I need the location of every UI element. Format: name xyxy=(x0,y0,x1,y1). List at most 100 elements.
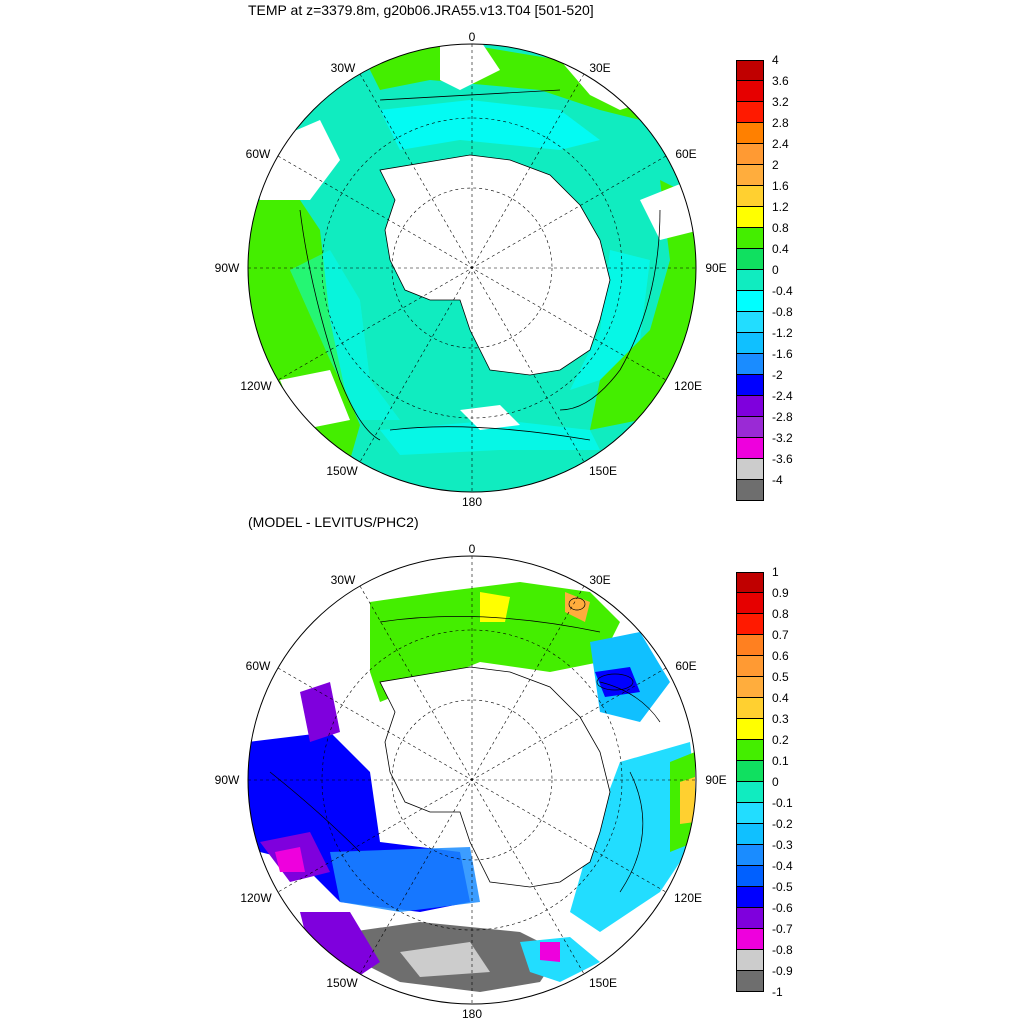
top-colorbar-label: 0 xyxy=(772,263,779,277)
top-lon-label-90e: 90E xyxy=(705,261,726,275)
top-colorbar-label: 0.8 xyxy=(772,221,789,235)
bottom-colorbar-swatch xyxy=(736,929,764,950)
top-colorbar-swatch xyxy=(736,438,764,459)
top-colorbar-label: 1.6 xyxy=(772,179,789,193)
bottom-colorbar-label: -0.6 xyxy=(772,901,793,915)
bottom-lon-label-0: 0 xyxy=(469,542,476,556)
bottom-colorbar-label: 0.1 xyxy=(772,754,789,768)
top-colorbar-swatch xyxy=(736,228,764,249)
bottom-colorbar-swatch xyxy=(736,761,764,782)
bottom-lon-label-30e: 30E xyxy=(589,573,610,587)
top-colorbar-swatch xyxy=(736,186,764,207)
top-colorbar-label: 2 xyxy=(772,158,779,172)
top-colorbar-label: -4 xyxy=(772,473,783,487)
bottom-colorbar-swatch xyxy=(736,908,764,929)
bottom-lon-label-150w: 150W xyxy=(326,976,358,990)
top-map-field xyxy=(248,44,696,492)
bottom-colorbar-label: -0.4 xyxy=(772,859,793,873)
top-colorbar-swatch xyxy=(736,312,764,333)
top-lon-label-180: 180 xyxy=(462,495,482,509)
bottom-colorbar-label: -0.5 xyxy=(772,880,793,894)
top-colorbar-label: 2.8 xyxy=(772,116,789,130)
top-colorbar-label: 0.4 xyxy=(772,242,789,256)
top-lon-label-150e: 150E xyxy=(589,464,617,478)
bottom-colorbar-label: -0.9 xyxy=(772,964,793,978)
top-colorbar-swatch xyxy=(736,81,764,102)
top-colorbar-label: -0.8 xyxy=(772,305,793,319)
top-lon-label-120w: 120W xyxy=(240,379,272,393)
top-colorbar-swatch xyxy=(736,249,764,270)
top-colorbar-swatch xyxy=(736,354,764,375)
bottom-colorbar-swatch xyxy=(736,572,764,593)
top-colorbar-label: -1.2 xyxy=(772,326,793,340)
top-colorbar-label: 4 xyxy=(772,53,779,67)
bottom-colorbar-label: 0.3 xyxy=(772,712,789,726)
bottom-map-border xyxy=(247,555,697,1005)
top-map-title: TEMP at z=3379.8m, g20b06.JRA55.v13.T04 … xyxy=(248,2,594,18)
top-antarctica-land xyxy=(379,154,611,376)
top-colorbar xyxy=(736,60,764,501)
top-lon-label-0: 0 xyxy=(469,30,476,44)
top-colorbar-label: -3.2 xyxy=(772,431,793,445)
top-colorbar-label: -2.4 xyxy=(772,389,793,403)
bottom-colorbar-label: -0.7 xyxy=(772,922,793,936)
bottom-colorbar xyxy=(736,572,764,992)
bottom-antarctica-land xyxy=(379,666,611,888)
top-colorbar-swatch xyxy=(736,291,764,312)
bottom-colorbar-swatch xyxy=(736,971,764,992)
bottom-lon-label-150e: 150E xyxy=(589,976,617,990)
top-colorbar-swatch xyxy=(736,165,764,186)
top-colorbar-label: -2.8 xyxy=(772,410,793,424)
bottom-colorbar-swatch xyxy=(736,698,764,719)
top-colorbar-swatch xyxy=(736,417,764,438)
bottom-lon-label-120e: 120E xyxy=(674,891,702,905)
bottom-colorbar-label: 0.5 xyxy=(772,670,789,684)
top-colorbar-label: 2.4 xyxy=(772,137,789,151)
top-colorbar-label: 3.2 xyxy=(772,95,789,109)
top-colorbar-swatch xyxy=(736,123,764,144)
top-lon-label-30e: 30E xyxy=(589,61,610,75)
top-colorbar-label: -2 xyxy=(772,368,783,382)
bottom-colorbar-swatch xyxy=(736,593,764,614)
top-colorbar-swatch xyxy=(736,60,764,81)
top-colorbar-swatch xyxy=(736,270,764,291)
bottom-colorbar-label: 0.8 xyxy=(772,607,789,621)
bottom-colorbar-label: 0.2 xyxy=(772,733,789,747)
bottom-graticule xyxy=(248,556,696,1004)
top-colorbar-label: -3.6 xyxy=(772,452,793,466)
bottom-colorbar-swatch xyxy=(736,824,764,845)
top-polar-map: 0 30E 60E 90E 120E 150E 180 150W 120W 90… xyxy=(215,30,727,509)
bottom-colorbar-label: -1 xyxy=(772,985,783,999)
top-colorbar-label: 1.2 xyxy=(772,200,789,214)
bottom-colorbar-label: -0.8 xyxy=(772,943,793,957)
bottom-lon-label-30w: 30W xyxy=(331,573,356,587)
top-graticule xyxy=(248,44,696,492)
bottom-colorbar-label: -0.3 xyxy=(772,838,793,852)
bottom-colorbar-swatch xyxy=(736,635,764,656)
bottom-lon-label-90w: 90W xyxy=(215,773,240,787)
bottom-colorbar-label: 0.4 xyxy=(772,691,789,705)
bottom-map-title: (MODEL - LEVITUS/PHC2) xyxy=(248,514,419,530)
bottom-colorbar-swatch xyxy=(736,845,764,866)
top-lon-label-60w: 60W xyxy=(246,147,271,161)
bottom-lon-label-180: 180 xyxy=(462,1007,482,1021)
bottom-colorbar-label: 0.9 xyxy=(772,586,789,600)
top-lon-label-30w: 30W xyxy=(331,61,356,75)
bottom-colorbar-swatch xyxy=(736,740,764,761)
bottom-lon-label-120w: 120W xyxy=(240,891,272,905)
bottom-colorbar-swatch xyxy=(736,950,764,971)
top-colorbar-label: -1.6 xyxy=(772,347,793,361)
bottom-colorbar-label: 0 xyxy=(772,775,779,789)
bottom-colorbar-swatch xyxy=(736,656,764,677)
bottom-colorbar-swatch xyxy=(736,782,764,803)
top-colorbar-swatch xyxy=(736,480,764,501)
bottom-colorbar-label: 1 xyxy=(772,565,779,579)
top-lon-label-150w: 150W xyxy=(326,464,358,478)
bottom-lon-label-90e: 90E xyxy=(705,773,726,787)
bottom-colorbar-swatch xyxy=(736,887,764,908)
bottom-polar-map: 0 30E 60E 90E 120E 150E 180 150W 120W 90… xyxy=(215,542,727,1021)
top-colorbar-label: 3.6 xyxy=(772,74,789,88)
top-colorbar-swatch xyxy=(736,102,764,123)
bottom-colorbar-swatch xyxy=(736,719,764,740)
bottom-colorbar-swatch xyxy=(736,677,764,698)
